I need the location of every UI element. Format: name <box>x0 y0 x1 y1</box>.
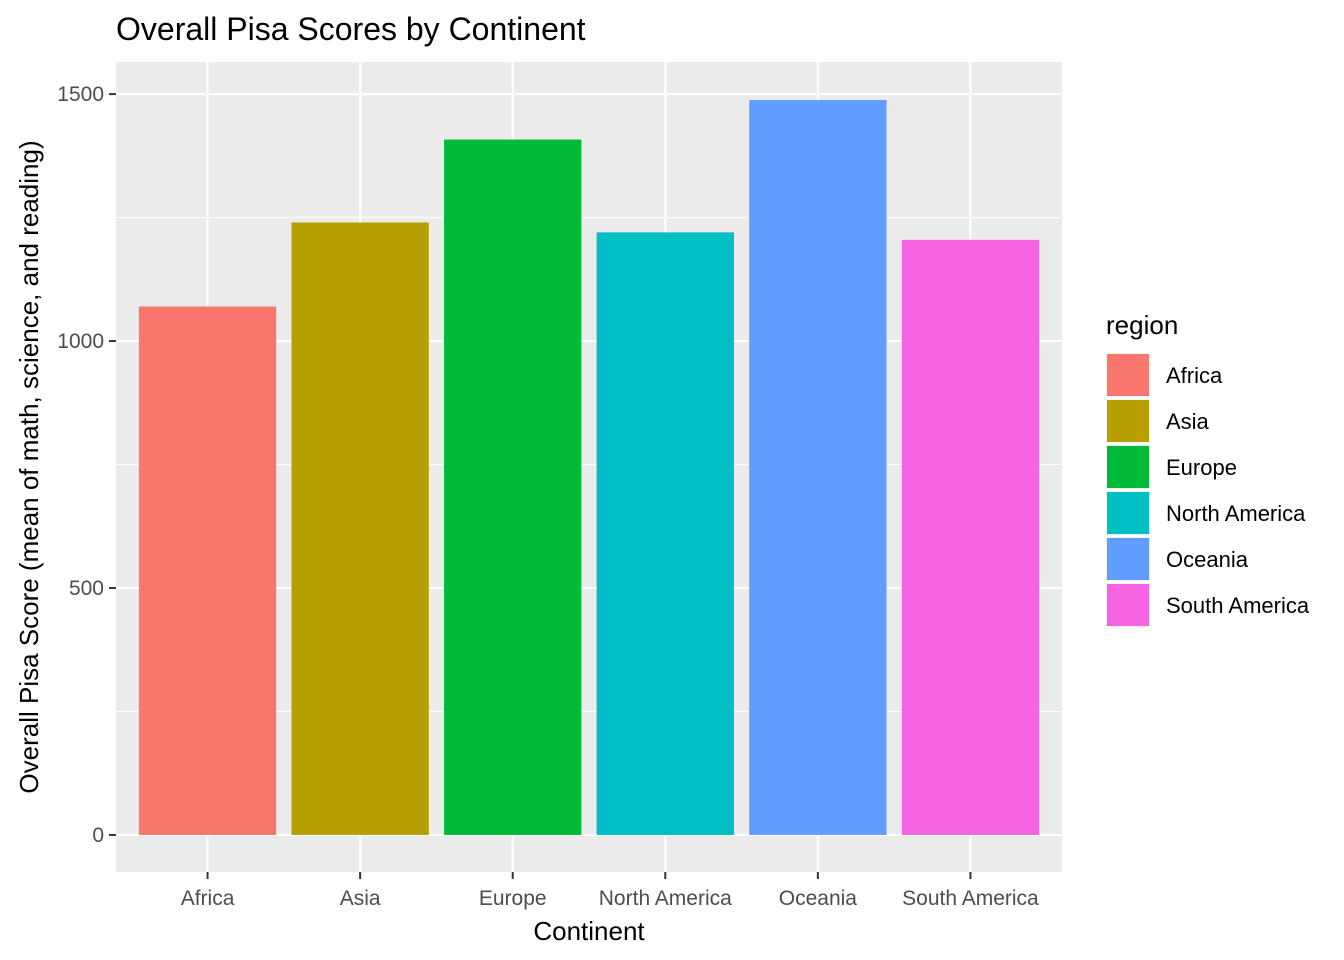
x-tick-label: South America <box>902 887 1039 910</box>
legend-swatch <box>1107 538 1149 580</box>
bar-south-america <box>901 239 1040 835</box>
legend: region Africa Asia Europe North America Ocea… <box>1106 310 1310 627</box>
bar-asia <box>291 222 429 835</box>
x-tick-label: North America <box>599 887 732 910</box>
legend-swatch <box>1107 446 1149 488</box>
x-tick-label: Europe <box>479 887 547 910</box>
legend-swatch <box>1107 354 1149 396</box>
x-axis-title: Continent <box>533 916 645 946</box>
y-tick-label: 500 <box>69 577 104 600</box>
bars <box>138 100 1040 835</box>
bar-africa <box>138 306 277 835</box>
y-axis-title: Overall Pisa Score (mean of math, scienc… <box>14 140 44 793</box>
legend-label: Africa <box>1166 363 1223 388</box>
legend-swatch <box>1107 492 1149 534</box>
x-axis: Africa Asia Europe North America Oceania Sout… <box>181 872 1039 910</box>
bar-north-america <box>596 232 734 835</box>
legend-swatch <box>1107 400 1149 442</box>
legend-title: region <box>1106 310 1178 340</box>
legend-label: Oceania <box>1166 547 1249 572</box>
bar-europe <box>444 139 582 835</box>
chart-title: Overall Pisa Scores by Continent <box>116 11 586 47</box>
legend-label: South America <box>1166 593 1310 618</box>
y-axis: 0 500 1000 1500 <box>57 83 116 847</box>
legend-label: North America <box>1166 501 1306 526</box>
y-tick-label: 0 <box>92 824 104 847</box>
legend-swatch <box>1107 584 1149 626</box>
x-tick-label: Oceania <box>779 887 858 910</box>
x-tick-label: Asia <box>340 887 381 910</box>
legend-label: Europe <box>1166 455 1237 480</box>
legend-label: Asia <box>1166 409 1210 434</box>
bar-oceania <box>749 100 887 835</box>
y-tick-label: 1500 <box>57 83 104 106</box>
x-tick-label: Africa <box>181 887 235 910</box>
y-tick-label: 1000 <box>57 330 104 353</box>
